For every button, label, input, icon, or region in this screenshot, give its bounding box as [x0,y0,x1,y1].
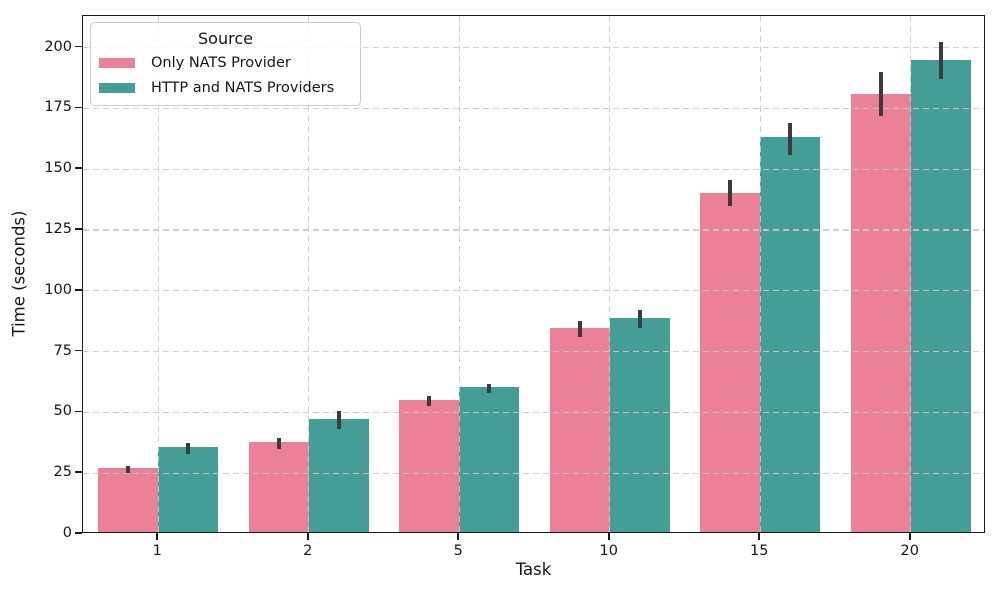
y-tick-label: 75 [53,342,72,359]
legend-entry-http-nats: HTTP and NATS Providers [99,75,352,100]
x-tick-mark [457,533,460,540]
bar-http-nats-task-15 [760,137,821,532]
x-axis-label: Task [515,560,552,579]
bars-layer [83,16,984,532]
legend-label-http-nats: HTTP and NATS Providers [151,79,335,96]
y-tick-label: 150 [44,160,72,177]
bar-only-nats-task-1 [98,467,159,532]
error-bar-only-nats-task-10 [577,321,582,337]
x-tick-mark [758,533,761,540]
y-tick-mark [75,532,82,534]
y-tick-mark [75,289,82,291]
y-tick-mark [75,45,82,48]
y-tick-label: 25 [53,464,72,481]
x-tick-label: 15 [750,543,769,559]
x-tick-label: 20 [900,543,919,559]
bar-http-nats-task-10 [609,317,670,532]
bar-only-nats-task-2 [248,441,309,532]
bar-http-nats-task-2 [308,418,369,532]
error-bar-http-nats-task-1 [186,442,191,454]
error-bar-only-nats-task-20 [878,71,883,116]
x-tick-label: 5 [453,543,463,559]
y-tick-mark [75,410,82,413]
error-bar-http-nats-task-2 [336,410,341,430]
bar-http-nats-task-5 [459,386,520,532]
error-bar-http-nats-task-5 [487,384,492,393]
error-bars-layer [83,16,984,532]
y-tick-mark [75,228,82,230]
x-tick-mark [156,533,159,540]
x-tick-mark [306,533,309,540]
bar-only-nats-task-15 [700,192,761,532]
legend: Source Only NATS Provider HTTP and NATS … [90,22,361,106]
error-bar-http-nats-task-15 [788,123,793,155]
y-tick-label: 50 [53,403,72,420]
x-tick-mark [607,533,610,540]
bar-only-nats-task-10 [549,327,610,532]
y-tick-label: 0 [62,525,72,541]
error-bar-only-nats-task-5 [427,395,432,406]
legend-title: Source [198,29,253,48]
y-tick-label: 125 [44,221,72,237]
error-bar-http-nats-task-20 [938,41,943,80]
y-tick-label: 200 [44,38,72,55]
y-axis-label: Time (seconds) [9,210,29,337]
error-bar-only-nats-task-15 [728,180,733,206]
legend-entry-only-nats: Only NATS Provider [99,50,352,75]
bar-only-nats-task-5 [399,399,460,532]
y-tick-label: 175 [44,99,72,116]
legend-label-only-nats: Only NATS Provider [151,54,291,71]
y-tick-label: 100 [44,281,72,298]
bar-http-nats-task-20 [910,59,971,532]
legend-swatch-only-nats [99,57,135,68]
x-tick-mark [908,533,911,540]
plot-area [82,15,985,533]
error-bar-only-nats-task-1 [126,465,131,473]
y-tick-mark [75,471,82,473]
x-tick-label: 10 [599,543,618,559]
error-bar-http-nats-task-10 [637,309,642,328]
y-tick-mark [75,167,82,169]
bar-only-nats-task-20 [850,93,911,532]
x-tick-label: 1 [152,543,162,559]
y-tick-mark [75,349,82,352]
y-tick-mark [75,106,82,109]
bar-http-nats-task-1 [158,446,219,532]
error-bar-only-nats-task-2 [276,437,281,449]
x-tick-label: 2 [303,543,313,559]
legend-swatch-http-nats [99,82,135,93]
